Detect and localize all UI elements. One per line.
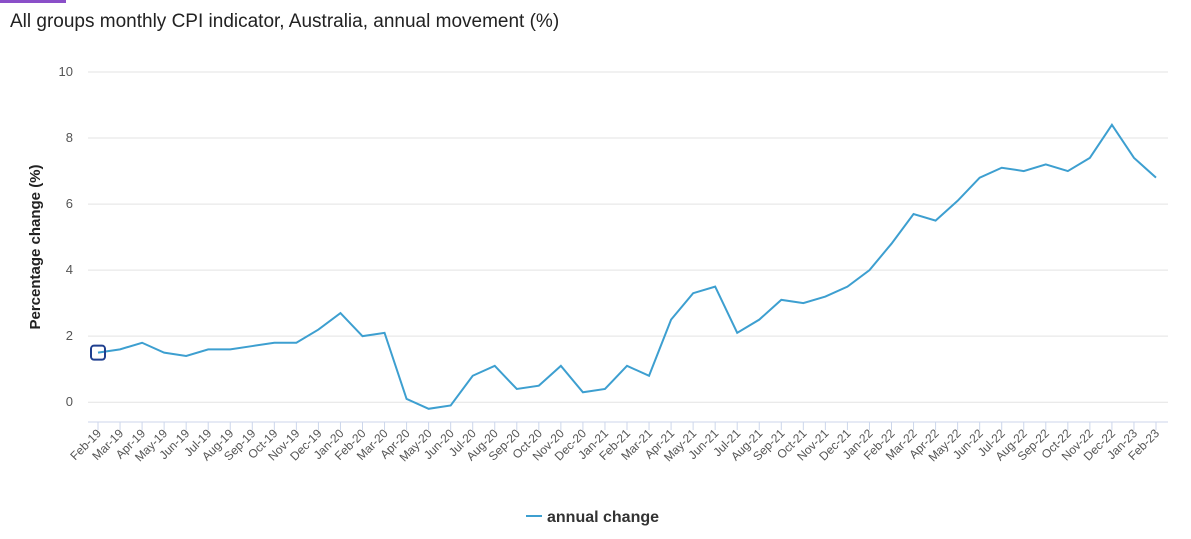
y-tick-label: 4: [66, 262, 73, 277]
data-line: [97, 123, 1157, 410]
y-tick-label: 8: [66, 130, 73, 145]
top-accent: [0, 0, 66, 3]
chart-title: All groups monthly CPI indicator, Austra…: [10, 11, 559, 32]
y-axis-label: Percentage change (%): [27, 164, 44, 329]
y-tick-label: 6: [66, 196, 73, 211]
hover-marker: [90, 344, 106, 361]
legend-label: annual change: [547, 509, 659, 526]
y-tick-label: 10: [59, 64, 73, 79]
legend: annual change: [526, 509, 659, 526]
y-tick-label: 2: [66, 328, 73, 343]
y-tick-label: 0: [66, 394, 73, 409]
